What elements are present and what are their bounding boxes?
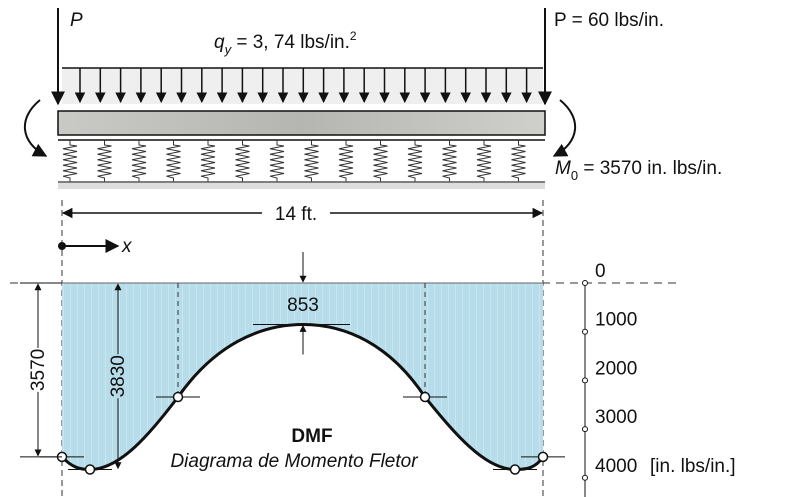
node (537, 451, 549, 463)
q-label: qy = 3, 74 lbs/in.2 (214, 29, 357, 57)
node (172, 391, 184, 403)
moment-left (24, 99, 48, 157)
spring (97, 140, 112, 182)
beam (57, 110, 546, 136)
moment-area (62, 283, 543, 470)
spring (200, 140, 216, 182)
span-label: 14 ft. (275, 204, 317, 225)
dmf-subtitle: Diagrama de Momento Fletor (170, 451, 418, 472)
node (84, 464, 96, 475)
spring (131, 140, 147, 182)
load-area (62, 68, 543, 104)
scale-label: 4000 (595, 456, 637, 477)
spring (269, 140, 285, 182)
scale-unit: [in. lbs/in.] (650, 456, 736, 477)
m-label: M0 = 3570 in. lbs/in. (555, 158, 722, 183)
node (509, 464, 521, 475)
spring (338, 140, 354, 182)
p-left: P (70, 10, 83, 31)
scale-tick (582, 474, 588, 481)
scale-label: 1000 (595, 310, 637, 331)
dim-label: 853 (287, 295, 319, 316)
spring (511, 140, 526, 182)
scale-label: 3000 (595, 407, 637, 428)
scale-label: 0 (595, 261, 606, 282)
spring (373, 140, 388, 182)
moment-diagram: 3570 3830 853 0 1000 2000 3000 4000 [in. lbs/in.… (10, 252, 736, 497)
moment-right (552, 99, 576, 157)
spring (235, 140, 250, 182)
scale-tick (582, 377, 588, 384)
dim-label: 3830 (108, 355, 129, 397)
scale-label: 2000 (595, 358, 637, 379)
spring (62, 140, 78, 182)
load-arrows (74, 68, 532, 104)
label-bg (28, 347, 48, 392)
dim-label: 3570 (28, 349, 49, 391)
scale-tick (582, 426, 588, 433)
springs (62, 140, 526, 182)
spring (476, 140, 492, 182)
scale-tick (582, 280, 588, 286)
scale-tick (582, 328, 588, 335)
p-right: P = 60 lbs/in. (554, 10, 664, 31)
dmf-title: DMF (291, 426, 332, 447)
node (419, 391, 431, 403)
spring (407, 140, 423, 182)
spring (442, 140, 457, 182)
spring (166, 140, 181, 182)
spring (304, 140, 319, 182)
x-label: x (121, 236, 133, 257)
label-bg (108, 354, 128, 399)
ground-hatch (58, 183, 545, 189)
